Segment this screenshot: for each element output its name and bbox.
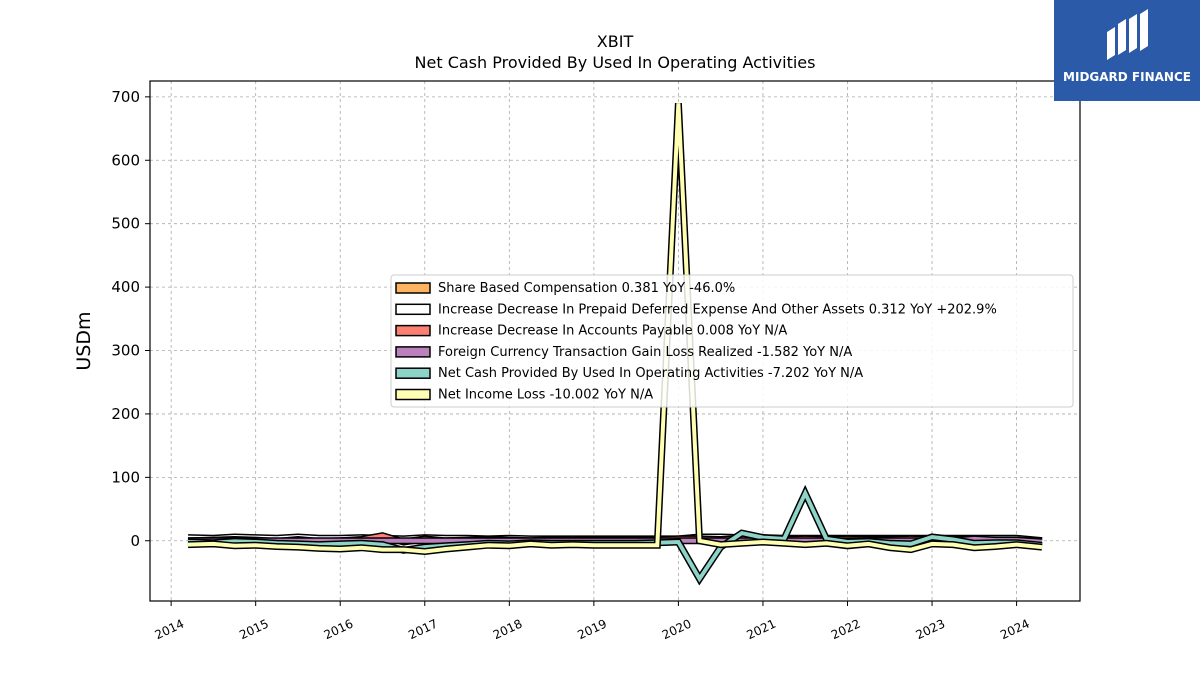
x-tick-label: 2017 <box>406 617 440 643</box>
x-tick-label: 2021 <box>744 617 778 643</box>
plot-frame <box>149 80 1081 602</box>
legend-label-4: Net Cash Provided By Used In Operating A… <box>438 366 863 381</box>
legend-label-1: Increase Decrease In Prepaid Deferred Ex… <box>438 302 997 317</box>
legend-swatch-2 <box>395 324 431 337</box>
legend-swatch-3 <box>395 346 431 358</box>
y-axis-label: USDm <box>73 311 95 370</box>
x-tick-label: 2015 <box>237 617 271 643</box>
brand-logo: MIDGARD FINANCE <box>1054 0 1200 101</box>
chart-title: XBIT <box>597 32 634 51</box>
chart-subtitle: Net Cash Provided By Used In Operating A… <box>415 53 816 72</box>
legend: Share Based Compensation 0.381 YoY -46.0… <box>390 274 1074 408</box>
legend-swatch-4 <box>395 367 431 379</box>
y-tick-label: 300 <box>111 342 140 360</box>
x-axis-ticks: 2014 2015 2016 2017 2018 2019 2020 2021 2022 2023… <box>153 601 1032 642</box>
y-tick-label: 600 <box>111 151 140 169</box>
legend-label-2: Increase Decrease In Accounts Payable 0.… <box>438 324 787 339</box>
legend-label-0: Share Based Compensation 0.381 YoY -46.0… <box>438 281 735 296</box>
legend-swatch-5 <box>395 388 431 401</box>
x-tick-label: 2016 <box>322 617 356 643</box>
logo-mark-icon <box>1107 9 1148 60</box>
x-tick-label: 2018 <box>491 617 525 643</box>
y-tick-label: 400 <box>111 278 140 296</box>
series-group <box>187 103 1043 586</box>
y-tick-label: 200 <box>111 405 140 423</box>
legend-swatch-1 <box>395 303 431 316</box>
x-tick-label: 2024 <box>998 617 1032 643</box>
y-axis-ticks: 0 100 200 300 400 500 600 700 <box>111 88 150 550</box>
x-tick-label: 2014 <box>153 617 187 643</box>
x-tick-label: 2023 <box>914 617 948 643</box>
y-tick-label: 500 <box>111 215 140 233</box>
logo-text: MIDGARD FINANCE <box>1063 70 1191 84</box>
y-tick-label: 100 <box>111 468 140 486</box>
x-tick-label: 2019 <box>575 617 609 643</box>
y-tick-label: 700 <box>111 88 140 106</box>
x-tick-label: 2020 <box>660 617 694 643</box>
x-tick-label: 2022 <box>829 617 863 643</box>
legend-label-5: Net Income Loss -10.002 YoY N/A <box>438 388 653 403</box>
series-line-5 <box>187 103 1043 554</box>
legend-box <box>390 274 1074 408</box>
legend-label-3: Foreign Currency Transaction Gain Loss R… <box>438 345 852 360</box>
legend-swatch-0 <box>395 282 431 294</box>
y-tick-label: 0 <box>130 532 140 550</box>
